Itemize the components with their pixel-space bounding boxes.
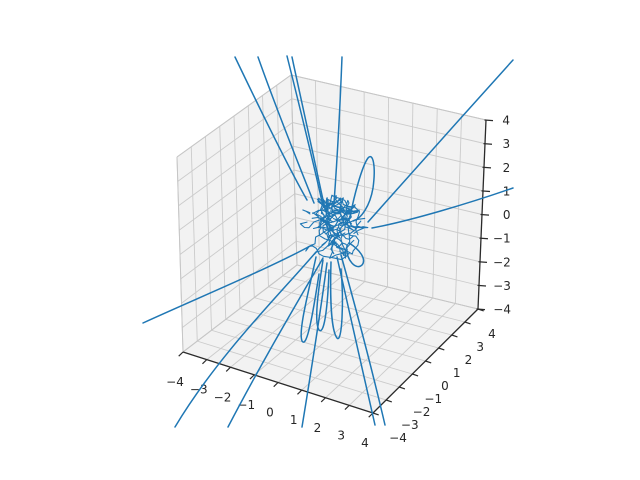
z-tick-label: 3 [502,137,510,151]
gridline [293,169,483,215]
trajectory-series [142,55,514,428]
y-tick-label: −4 [389,431,407,445]
x-tick-label: 0 [266,406,274,420]
z-tick-label: 2 [503,161,511,175]
z-tick-label: 0 [503,208,511,222]
gridline [296,240,480,286]
y-tick [451,334,458,338]
x-tick [178,351,184,357]
z-tick [484,119,494,122]
z-tick [476,308,486,311]
z-tick-label: 4 [502,114,510,128]
z-tick [482,166,492,169]
pane-edge [182,264,298,353]
trajectory-strand [371,187,514,229]
trajectory-strand [174,251,317,428]
trajectory-strand [340,254,386,426]
trajectory-strand [301,262,328,428]
y-tick [438,347,445,351]
gridline [277,286,388,383]
x-tick [249,374,255,380]
trajectory-strand [227,257,324,428]
trajectory-strand [234,56,308,201]
z-tick [480,213,490,216]
y-tick-label: −3 [401,418,419,432]
pane-floor [183,265,478,413]
y-tick-label: 4 [488,327,496,341]
y-tick [464,321,471,325]
pane-edge [176,74,292,158]
y-tick [372,412,379,416]
x-tick-label: 4 [361,436,369,450]
y-tick [399,386,406,390]
gridline [291,98,486,145]
x-tick-label: −4 [166,375,184,389]
z-tick-label: 1 [503,184,511,198]
trajectory-tangle [299,194,369,261]
trajectory-strand [315,259,330,332]
gridline [181,217,296,304]
y-tick [425,360,432,364]
x-tick [202,359,208,365]
z-tick [478,261,488,263]
pane-edge [290,74,487,121]
z-tick-label: −4 [493,303,511,317]
pane-edges [176,74,487,353]
gridline [180,193,296,280]
x-tick [225,366,231,372]
gridline [179,169,295,255]
y-tick-label: −2 [413,405,431,419]
trajectory-strand [346,242,365,268]
gridline [178,145,294,231]
axis-ticks [178,119,494,418]
y-tick [385,399,393,403]
x-tick-label: −2 [214,390,232,404]
trajectory-strand [329,261,344,340]
y-tick [412,373,419,377]
x-tick-label: 1 [290,413,298,427]
gridline [206,270,320,360]
trajectory-strand [367,59,514,223]
pane-edge [176,156,184,353]
z-tick [477,284,487,287]
pane-edge [296,264,479,310]
trajectory-strand [300,256,320,343]
z-tick [479,237,489,240]
pane-edge [290,74,298,266]
gridline [292,122,485,168]
trajectory-strand [142,244,313,324]
x-tick-label: 3 [337,428,345,442]
x-tick [344,404,350,411]
trajectory-strand [349,155,375,222]
gridline [325,297,434,399]
z-tick [483,143,493,145]
x-tick-label: 2 [314,421,322,435]
y-tick-label: 1 [453,366,461,380]
y-tick-label: 2 [465,353,473,367]
trajectory-strand [333,56,343,204]
gridline [177,98,293,182]
y-tick-label: 3 [476,340,484,354]
gridline [181,240,297,328]
trajectory-strand [291,56,326,210]
z-tick [481,190,491,193]
y-tick-label: −1 [424,392,442,406]
gridline [294,193,482,239]
y-tick-label: 0 [441,379,449,393]
x-tick [320,397,326,403]
z-tick-label: −3 [493,279,511,293]
trajectory-strand [257,56,315,204]
trajectory-strand [286,55,324,207]
gridline [293,145,484,192]
x-tick [273,382,279,388]
x-tick [297,389,303,395]
z-tick-label: −2 [493,255,511,269]
z-tick-label: −1 [493,232,511,246]
